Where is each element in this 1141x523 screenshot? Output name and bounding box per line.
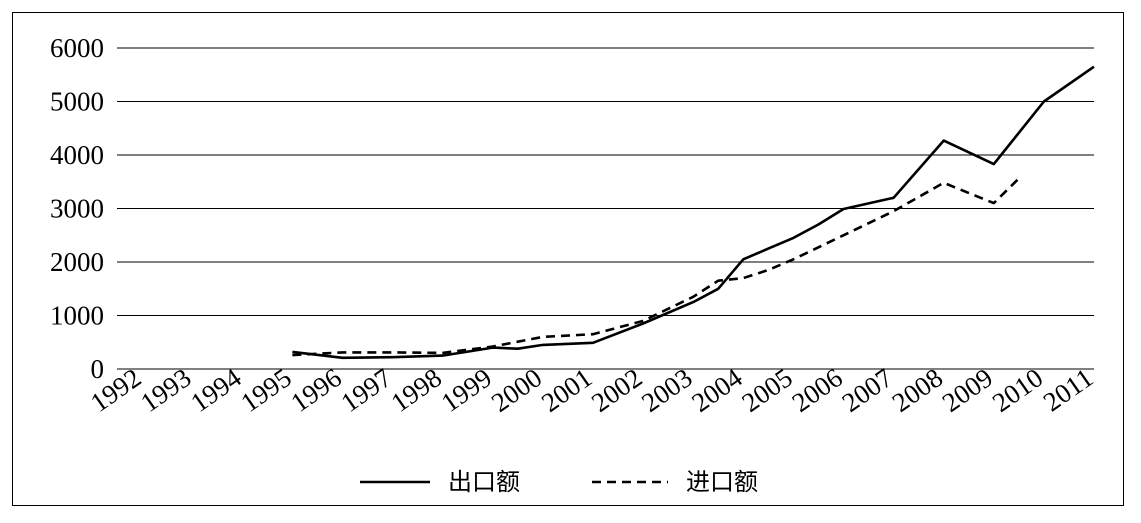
x-tick-label: 2007	[837, 362, 898, 418]
y-axis-ticks: 0 1000 2000 3000 4000 5000 6000	[50, 33, 104, 384]
series-line-export	[292, 65, 1095, 360]
x-tick-label: 1993	[135, 362, 196, 418]
chart-frame	[12, 12, 1124, 506]
y-tick-label: 0	[91, 354, 105, 384]
x-tick-label: 1995	[235, 362, 296, 418]
x-tick-label: 2011	[1038, 362, 1099, 417]
x-tick-label: 2001	[536, 362, 597, 418]
y-tick-label: 3000	[50, 194, 104, 224]
x-tick-label: 2004	[686, 362, 748, 418]
x-tick-label: 2002	[586, 362, 647, 418]
x-tick-label: 1996	[285, 362, 346, 418]
series-line-import	[292, 177, 1020, 357]
x-tick-label: 2010	[987, 362, 1048, 418]
legend: 出口额 进口额	[360, 468, 758, 496]
y-tick-label: 6000	[50, 33, 104, 63]
x-tick-label: 1997	[336, 362, 397, 418]
x-tick-label: 1998	[386, 362, 447, 418]
legend-label-import: 进口额	[686, 468, 758, 496]
x-tick-label: 1994	[185, 362, 247, 418]
y-tick-label: 1000	[50, 301, 104, 331]
legend-label-export: 出口额	[448, 468, 520, 496]
x-tick-label: 2008	[887, 362, 948, 418]
x-tick-label: 2005	[736, 362, 797, 418]
series-lines	[292, 65, 1095, 360]
y-tick-label: 4000	[50, 140, 104, 170]
y-tick-label: 5000	[50, 87, 104, 117]
grid-lines	[117, 47, 1094, 370]
y-tick-label: 2000	[50, 247, 104, 277]
x-tick-label: 2009	[937, 362, 998, 418]
x-tick-label: 2000	[486, 362, 547, 418]
x-tick-label: 1999	[436, 362, 497, 418]
x-tick-label: 2003	[636, 362, 697, 418]
x-axis-ticks: 1992199319941995199619971998199920002001…	[85, 362, 1098, 418]
x-tick-label: 2006	[786, 362, 847, 418]
